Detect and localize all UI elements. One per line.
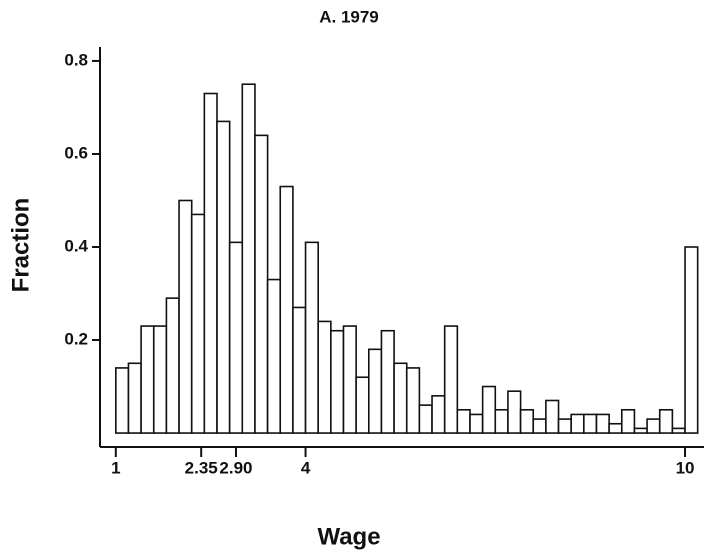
bar	[443, 325, 459, 434]
bar	[127, 362, 142, 434]
bar	[266, 278, 282, 434]
bar	[595, 413, 610, 434]
bar	[317, 320, 332, 434]
bar	[254, 134, 269, 434]
bar	[367, 348, 383, 434]
x-axis-label: Wage	[317, 523, 380, 550]
bar	[456, 408, 471, 434]
bar	[469, 413, 484, 434]
bar	[519, 408, 535, 434]
bar	[393, 362, 408, 434]
y-axis-label: Fraction	[7, 198, 34, 293]
bar	[292, 306, 307, 434]
bar	[545, 399, 560, 434]
chart-title: A. 1979	[319, 7, 379, 26]
x-tick-label: 1	[111, 458, 120, 477]
bar	[633, 427, 648, 434]
bar	[557, 418, 572, 434]
bar	[583, 413, 598, 434]
bar	[658, 408, 674, 434]
bar	[190, 213, 206, 434]
bar	[152, 325, 168, 434]
bar	[671, 427, 686, 434]
y-tick-label: 0.4	[64, 236, 88, 255]
bar	[431, 395, 446, 434]
bar	[228, 241, 244, 434]
bar	[304, 241, 319, 434]
bar	[241, 83, 256, 434]
y-tick-label: 0.6	[64, 143, 88, 162]
bar	[646, 418, 661, 434]
bar	[178, 199, 193, 434]
bar	[355, 376, 370, 434]
bar	[684, 246, 699, 434]
bar	[203, 92, 218, 434]
bar	[342, 325, 357, 434]
x-tick-label: 4	[301, 458, 311, 477]
y-tick-label: 0.2	[64, 330, 88, 349]
bar	[216, 120, 231, 434]
x-tick-label: 2.90	[219, 458, 252, 477]
bar	[570, 413, 585, 434]
bar	[608, 422, 623, 434]
x-tick-label: 10	[676, 458, 695, 477]
bar	[380, 329, 395, 434]
bar	[330, 329, 345, 434]
bar	[405, 367, 421, 434]
bar	[494, 408, 509, 434]
x-tick-label: 2.35	[185, 458, 218, 477]
bar	[165, 297, 180, 434]
y-tick-label: 0.8	[64, 50, 88, 69]
bar	[418, 404, 433, 434]
bar	[279, 185, 294, 434]
bar	[532, 418, 547, 434]
bar	[620, 408, 636, 434]
bar	[481, 385, 497, 434]
bar	[115, 367, 130, 434]
bar	[140, 325, 155, 434]
bar	[507, 390, 522, 434]
